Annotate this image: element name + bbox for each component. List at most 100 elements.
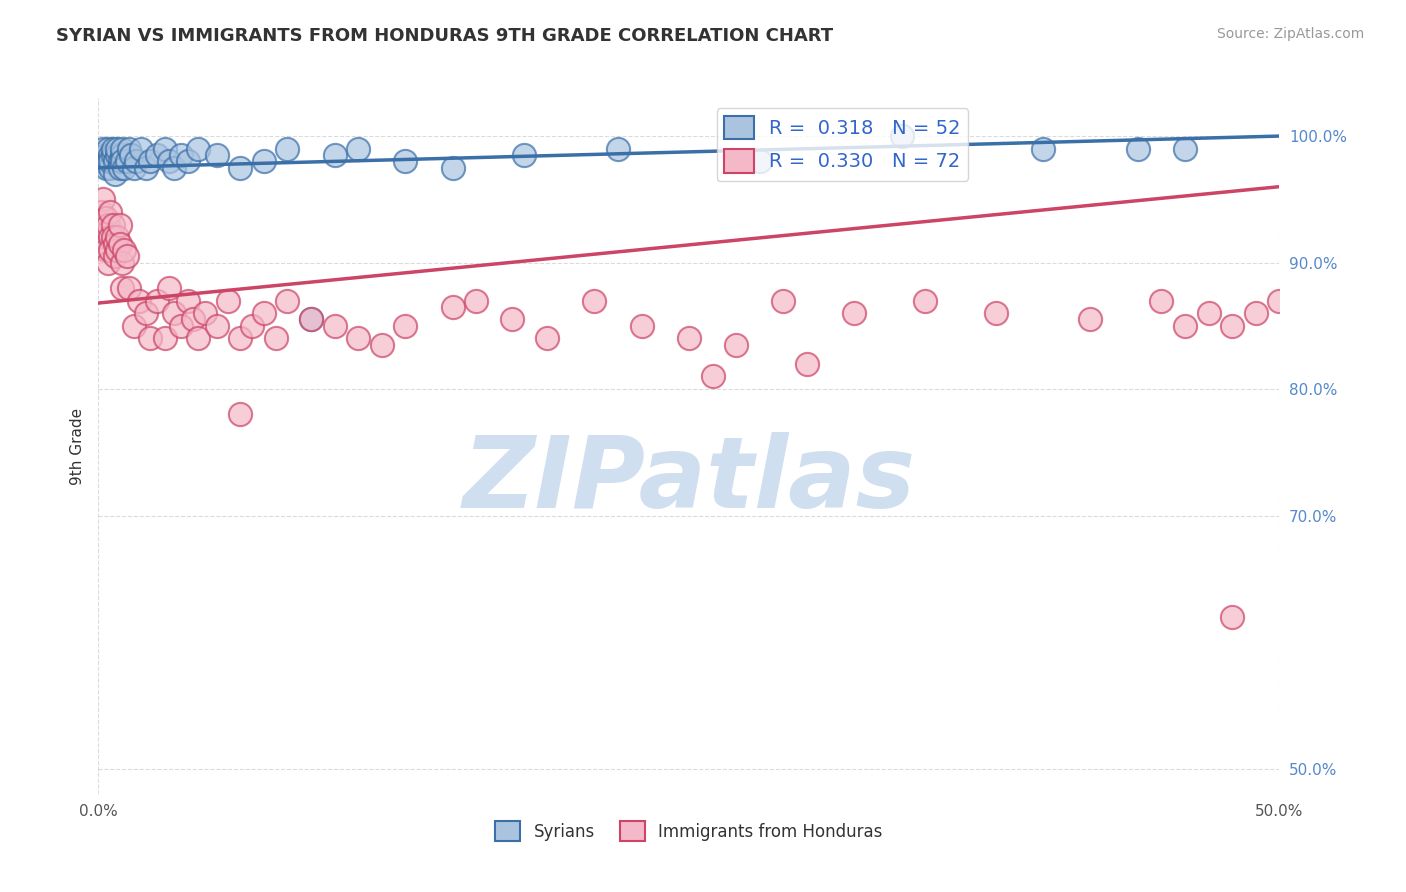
Point xyxy=(97,224,120,238)
Text: Source: ZipAtlas.com: Source: ZipAtlas.com xyxy=(1216,27,1364,41)
Point xyxy=(512,148,534,162)
Point xyxy=(170,318,193,333)
Point xyxy=(276,293,298,308)
Point xyxy=(170,148,193,162)
Point xyxy=(94,161,117,175)
Point xyxy=(97,142,120,156)
Point xyxy=(772,293,794,308)
Point xyxy=(607,142,630,156)
Point xyxy=(111,148,134,162)
Point xyxy=(205,318,228,333)
Point xyxy=(118,281,141,295)
Point xyxy=(91,142,114,156)
Point xyxy=(299,312,322,326)
Point xyxy=(94,211,117,226)
Point xyxy=(98,205,121,219)
Point xyxy=(465,293,488,308)
Point xyxy=(97,218,120,232)
Point xyxy=(111,154,134,169)
Point xyxy=(583,293,606,308)
Point xyxy=(229,408,252,422)
Point xyxy=(177,154,200,169)
Point xyxy=(501,312,523,326)
Point xyxy=(1126,142,1149,156)
Point xyxy=(101,218,124,232)
Point xyxy=(104,236,127,251)
Point xyxy=(347,331,370,345)
Point xyxy=(90,205,112,219)
Point xyxy=(253,306,276,320)
Text: SYRIAN VS IMMIGRANTS FROM HONDURAS 9TH GRADE CORRELATION CHART: SYRIAN VS IMMIGRANTS FROM HONDURAS 9TH G… xyxy=(56,27,834,45)
Point xyxy=(101,230,124,244)
Point xyxy=(276,142,298,156)
Point xyxy=(153,142,176,156)
Point xyxy=(139,331,162,345)
Point xyxy=(205,148,228,162)
Point xyxy=(139,154,162,169)
Point xyxy=(177,293,200,308)
Text: ZIPatlas: ZIPatlas xyxy=(463,433,915,529)
Point xyxy=(101,142,124,156)
Point xyxy=(796,357,818,371)
Point xyxy=(844,306,866,320)
Point xyxy=(112,161,135,175)
Point xyxy=(240,318,263,333)
Point xyxy=(118,142,141,156)
Point xyxy=(153,331,176,345)
Point xyxy=(98,243,121,257)
Point xyxy=(91,230,114,244)
Point xyxy=(163,306,186,320)
Point xyxy=(90,154,112,169)
Point xyxy=(194,306,217,320)
Point xyxy=(441,161,464,175)
Point xyxy=(1080,312,1102,326)
Point xyxy=(98,230,121,244)
Point xyxy=(1220,318,1243,333)
Point xyxy=(105,243,128,257)
Point xyxy=(163,161,186,175)
Point xyxy=(394,154,416,169)
Point xyxy=(128,293,150,308)
Point xyxy=(253,154,276,169)
Point xyxy=(323,148,346,162)
Point xyxy=(323,318,346,333)
Point xyxy=(217,293,239,308)
Point xyxy=(115,249,138,263)
Point xyxy=(1150,293,1173,308)
Legend: Syrians, Immigrants from Honduras: Syrians, Immigrants from Honduras xyxy=(489,814,889,848)
Point xyxy=(105,230,128,244)
Point xyxy=(146,293,169,308)
Point xyxy=(1198,306,1220,320)
Point xyxy=(108,161,131,175)
Point xyxy=(1268,293,1291,308)
Point xyxy=(630,318,652,333)
Point xyxy=(98,148,121,162)
Y-axis label: 9th Grade: 9th Grade xyxy=(69,408,84,484)
Point xyxy=(101,148,124,162)
Point xyxy=(129,142,152,156)
Point xyxy=(1174,142,1197,156)
Point xyxy=(135,306,157,320)
Point xyxy=(115,154,138,169)
Point xyxy=(108,218,131,232)
Point xyxy=(104,154,127,169)
Point xyxy=(678,331,700,345)
Point xyxy=(181,312,204,326)
Point xyxy=(105,148,128,162)
Point xyxy=(394,318,416,333)
Point xyxy=(98,161,121,175)
Point xyxy=(371,338,394,352)
Point xyxy=(111,255,134,269)
Point xyxy=(122,318,145,333)
Point xyxy=(122,161,145,175)
Point xyxy=(94,148,117,162)
Point xyxy=(536,331,558,345)
Point xyxy=(105,142,128,156)
Point xyxy=(108,154,131,169)
Point xyxy=(229,331,252,345)
Point xyxy=(104,167,127,181)
Point xyxy=(890,129,912,144)
Point xyxy=(984,306,1007,320)
Point xyxy=(146,148,169,162)
Point xyxy=(97,154,120,169)
